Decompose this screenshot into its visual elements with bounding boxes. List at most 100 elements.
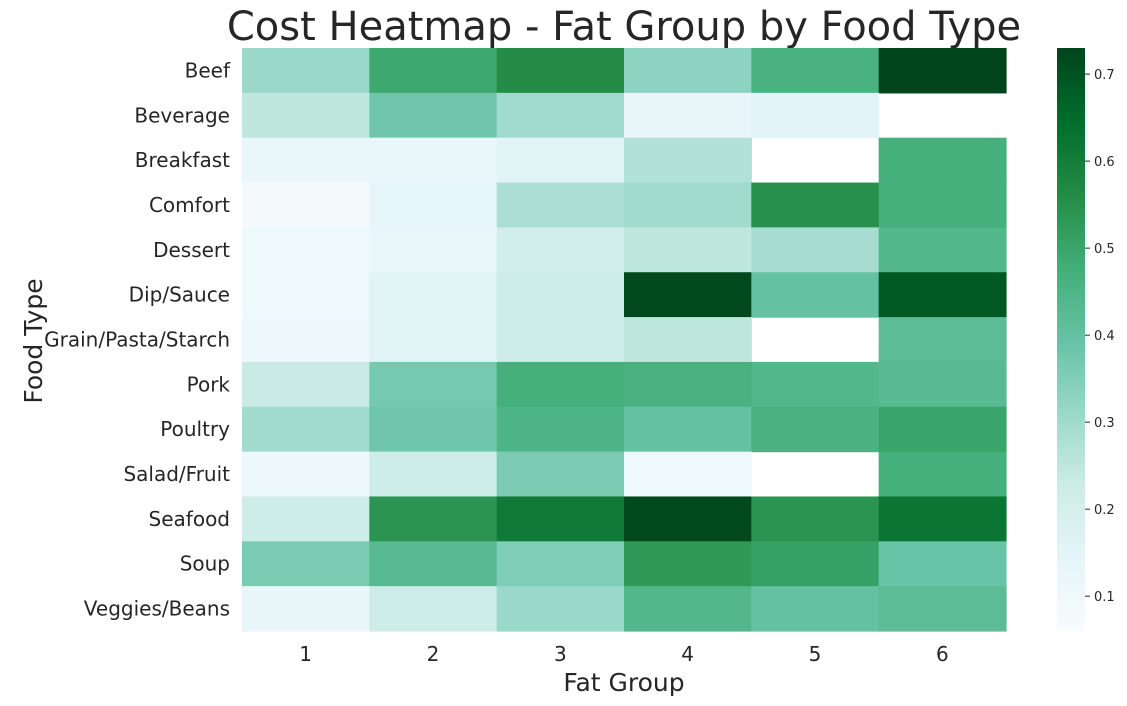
y-tick-label: Breakfast: [135, 148, 230, 172]
heatmap-cell: [751, 227, 880, 273]
heatmap-cell: [496, 541, 625, 587]
x-tick-label: 1: [299, 642, 312, 666]
colorbar: [1057, 48, 1085, 631]
heatmap-cell: [369, 48, 498, 94]
heatmap-cell: [242, 586, 370, 632]
heatmap-cell: [751, 496, 880, 542]
heatmap-cell: [878, 137, 1007, 184]
heatmap-cell: [369, 92, 498, 139]
x-tick-label: 2: [427, 642, 440, 666]
y-tick-label: Salad/Fruit: [123, 462, 230, 486]
heatmap-cell: [751, 406, 880, 453]
heatmap-cell: [496, 361, 625, 408]
heatmap-cell: [751, 361, 880, 408]
heatmap-cell: [496, 227, 625, 273]
heatmap-cell: [624, 272, 752, 318]
y-axis-label: Food Type: [19, 278, 48, 403]
heatmap-cell: [369, 586, 498, 632]
colorbar-tick-label: 0.4: [1094, 329, 1115, 344]
heatmap-cell: [369, 541, 498, 587]
y-tick-label: Beef: [185, 58, 231, 82]
y-tick-label: Soup: [180, 552, 230, 576]
heatmap-cell: [751, 541, 880, 587]
heatmap-cell: [242, 48, 370, 94]
heatmap-cell: [496, 92, 625, 139]
heatmap-cell: [624, 92, 752, 139]
y-tick-label: Pork: [187, 372, 231, 396]
y-tick-label: Dip/Sauce: [129, 283, 230, 307]
heatmap-cell: [242, 272, 370, 318]
colorbar-tick-label: 0.1: [1094, 590, 1115, 605]
heatmap-cell: [496, 317, 625, 363]
heatmap-cell: [242, 227, 370, 273]
colorbar-tick-label: 0.6: [1094, 155, 1115, 170]
heatmap-cell: [496, 406, 625, 453]
heatmap-cell: [496, 451, 625, 498]
colorbar-ticks: 0.1 0.2 0.3 0.4 0.5 0.6 0.7: [1085, 68, 1115, 605]
heatmap-cell: [751, 182, 880, 228]
heatmap-cell: [878, 227, 1007, 273]
heatmap-cell: [624, 227, 752, 273]
heatmap-cell: [624, 182, 752, 228]
heatmap-cell: [878, 541, 1007, 587]
heatmap-cell: [624, 496, 752, 542]
y-tick-label: Grain/Pasta/Starch: [44, 328, 230, 352]
heatmap-cell: [242, 317, 370, 363]
heatmap-cell: [369, 406, 498, 453]
x-tick-labels: 1 2 3 4 5 6: [299, 642, 948, 666]
heatmap-cell: [369, 361, 498, 408]
heatmap-cell: [878, 272, 1007, 318]
heatmap-cell: [624, 361, 752, 408]
heatmap-cell: [624, 586, 752, 632]
heatmap-cell: [878, 451, 1007, 498]
heatmap-cell: [242, 182, 370, 228]
heatmap-cell: [496, 137, 625, 184]
y-tick-label: Veggies/Beans: [84, 597, 230, 621]
heatmap-cell: [878, 317, 1007, 363]
heatmap-cell: [496, 496, 625, 542]
x-tick-label: 5: [809, 642, 822, 666]
heatmap-cell: [751, 48, 880, 94]
heatmap-cell: [242, 496, 370, 542]
heatmap-cells: [242, 48, 1007, 632]
heatmap-cell: [751, 92, 880, 139]
heatmap-cell: [369, 227, 498, 273]
heatmap-cell: [369, 317, 498, 363]
x-axis-label: Fat Group: [563, 668, 684, 697]
heatmap-cell: [751, 586, 880, 632]
heatmap-cell: [496, 48, 625, 94]
x-tick-label: 6: [936, 642, 949, 666]
y-tick-label: Comfort: [149, 193, 230, 217]
chart-title: Cost Heatmap - Fat Group by Food Type: [227, 4, 1021, 50]
heatmap-cell: [878, 406, 1007, 453]
heatmap-cell: [369, 496, 498, 542]
colorbar-tick-label: 0.2: [1094, 503, 1115, 518]
heatmap-cell: [496, 182, 625, 228]
colorbar-tick-label: 0.3: [1094, 416, 1115, 431]
heatmap-cell: [878, 361, 1007, 408]
heatmap-cell: [369, 451, 498, 498]
heatmap-cell: [369, 182, 498, 228]
heatmap-cell: [242, 451, 370, 498]
heatmap-cell: [242, 406, 370, 453]
heatmap-cell: [624, 317, 752, 363]
y-tick-label: Dessert: [153, 238, 230, 262]
colorbar-tick-label: 0.7: [1094, 68, 1115, 83]
heatmap-cell: [624, 451, 752, 498]
heatmap-cell: [624, 541, 752, 587]
heatmap-cell: [878, 496, 1007, 542]
y-tick-labels: Beef Beverage Breakfast Comfort Dessert Dip/S…: [44, 58, 231, 620]
heatmap-cell: [878, 586, 1007, 632]
heatmap-cell: [878, 48, 1007, 94]
y-tick-label: Poultry: [160, 417, 230, 441]
heatmap-cell: [242, 361, 370, 408]
heatmap-cell: [624, 48, 752, 94]
y-tick-label: Seafood: [149, 507, 230, 531]
heatmap-cell: [242, 541, 370, 587]
heatmap-cell: [624, 406, 752, 453]
heatmap-cell: [496, 586, 625, 632]
heatmap-cell: [624, 137, 752, 184]
x-tick-label: 4: [681, 642, 694, 666]
heatmap-cell: [878, 182, 1007, 228]
